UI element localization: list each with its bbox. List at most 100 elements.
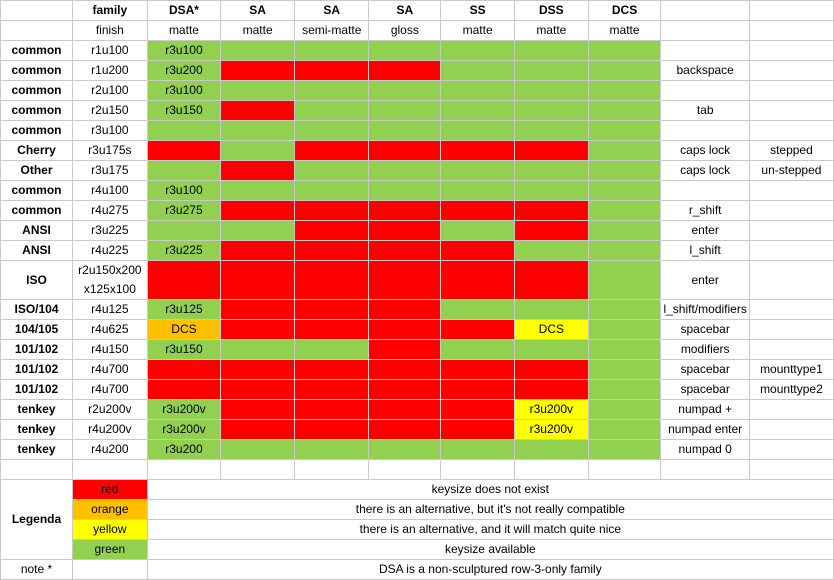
- footnote-text[interactable]: DSA is a non-sculptured row-3-only famil…: [146, 559, 834, 580]
- availability-cell[interactable]: [294, 399, 370, 420]
- legend-swatch[interactable]: yellow: [72, 519, 148, 540]
- availability-cell[interactable]: r3u100: [146, 40, 222, 61]
- note-cell[interactable]: [748, 240, 834, 261]
- legend-title[interactable]: Legenda: [0, 479, 74, 560]
- availability-cell[interactable]: [146, 260, 222, 300]
- availability-cell[interactable]: [294, 379, 370, 400]
- availability-cell[interactable]: DCS: [514, 319, 589, 340]
- availability-cell[interactable]: [587, 379, 662, 400]
- availability-cell[interactable]: [368, 240, 442, 261]
- header-cell[interactable]: DSS: [514, 0, 589, 21]
- note-cell[interactable]: tab: [660, 100, 750, 121]
- availability-cell[interactable]: [440, 379, 516, 400]
- availability-cell[interactable]: [440, 60, 516, 81]
- availability-cell[interactable]: [220, 40, 296, 61]
- availability-cell[interactable]: [146, 379, 222, 400]
- empty-cell[interactable]: [146, 459, 222, 480]
- availability-cell[interactable]: [514, 339, 589, 360]
- availability-cell[interactable]: [294, 299, 370, 320]
- empty-cell[interactable]: [220, 459, 296, 480]
- availability-cell[interactable]: [294, 359, 370, 380]
- note-cell[interactable]: mounttype2: [748, 379, 834, 400]
- availability-cell[interactable]: [440, 240, 516, 261]
- availability-cell[interactable]: r3u275: [146, 200, 222, 221]
- availability-cell[interactable]: [587, 419, 662, 440]
- availability-cell[interactable]: [587, 339, 662, 360]
- availability-cell[interactable]: [514, 40, 589, 61]
- note-cell[interactable]: [748, 220, 834, 241]
- header-cell[interactable]: [748, 0, 834, 21]
- availability-cell[interactable]: [220, 419, 296, 440]
- availability-cell[interactable]: [368, 40, 442, 61]
- availability-cell[interactable]: [514, 200, 589, 221]
- family-cell[interactable]: common: [0, 40, 74, 61]
- header-cell[interactable]: SA: [220, 0, 296, 21]
- header-cell[interactable]: [0, 0, 74, 21]
- empty-cell[interactable]: [72, 559, 148, 580]
- header-cell[interactable]: matte: [146, 20, 222, 41]
- availability-cell[interactable]: r3u200v: [514, 399, 589, 420]
- availability-cell[interactable]: [368, 419, 442, 440]
- availability-cell[interactable]: [440, 439, 516, 460]
- header-cell[interactable]: [660, 0, 750, 21]
- family-cell[interactable]: Cherry: [0, 140, 74, 161]
- availability-cell[interactable]: [368, 100, 442, 121]
- availability-cell[interactable]: [514, 100, 589, 121]
- keysize-cell[interactable]: r3u225: [72, 220, 148, 241]
- availability-cell[interactable]: [294, 319, 370, 340]
- availability-cell[interactable]: [294, 220, 370, 241]
- note-cell[interactable]: numpad 0: [660, 439, 750, 460]
- family-cell[interactable]: tenkey: [0, 399, 74, 420]
- legend-swatch[interactable]: orange: [72, 499, 148, 520]
- note-cell[interactable]: spacebar: [660, 359, 750, 380]
- availability-cell[interactable]: [587, 319, 662, 340]
- keysize-cell[interactable]: r4u625: [72, 319, 148, 340]
- note-cell[interactable]: [748, 180, 834, 201]
- header-cell[interactable]: matte: [440, 20, 516, 41]
- availability-cell[interactable]: [220, 160, 296, 181]
- availability-cell[interactable]: [514, 240, 589, 261]
- empty-cell[interactable]: [660, 459, 750, 480]
- keysize-cell[interactable]: r4u225: [72, 240, 148, 261]
- note-cell[interactable]: [660, 40, 750, 61]
- family-cell[interactable]: tenkey: [0, 439, 74, 460]
- availability-cell[interactable]: [587, 220, 662, 241]
- family-cell[interactable]: 101/102: [0, 379, 74, 400]
- availability-cell[interactable]: [294, 240, 370, 261]
- availability-cell[interactable]: [514, 260, 589, 300]
- note-cell[interactable]: [748, 60, 834, 81]
- note-cell[interactable]: [748, 399, 834, 420]
- availability-cell[interactable]: [368, 120, 442, 141]
- legend-swatch[interactable]: red: [72, 479, 148, 500]
- availability-cell[interactable]: [587, 160, 662, 181]
- availability-cell[interactable]: [294, 120, 370, 141]
- availability-cell[interactable]: [514, 120, 589, 141]
- availability-cell[interactable]: r3u100: [146, 80, 222, 101]
- availability-cell[interactable]: r3u150: [146, 100, 222, 121]
- availability-cell[interactable]: [294, 100, 370, 121]
- note-cell[interactable]: spacebar: [660, 379, 750, 400]
- availability-cell[interactable]: r3u200: [146, 60, 222, 81]
- note-cell[interactable]: caps lock: [660, 160, 750, 181]
- note-cell[interactable]: [748, 339, 834, 360]
- availability-cell[interactable]: [146, 220, 222, 241]
- empty-cell[interactable]: [72, 459, 148, 480]
- note-cell[interactable]: [748, 319, 834, 340]
- note-cell[interactable]: [748, 80, 834, 101]
- availability-cell[interactable]: [587, 240, 662, 261]
- availability-cell[interactable]: [220, 140, 296, 161]
- availability-cell[interactable]: [220, 60, 296, 81]
- availability-cell[interactable]: r3u200: [146, 439, 222, 460]
- family-cell[interactable]: tenkey: [0, 419, 74, 440]
- availability-cell[interactable]: r3u150: [146, 339, 222, 360]
- availability-cell[interactable]: [146, 120, 222, 141]
- family-cell[interactable]: common: [0, 60, 74, 81]
- header-cell[interactable]: semi-matte: [294, 20, 370, 41]
- availability-cell[interactable]: [220, 240, 296, 261]
- availability-cell[interactable]: [514, 439, 589, 460]
- availability-cell[interactable]: [220, 319, 296, 340]
- availability-cell[interactable]: [220, 220, 296, 241]
- keysize-cell[interactable]: r4u275: [72, 200, 148, 221]
- availability-cell[interactable]: [587, 80, 662, 101]
- family-cell[interactable]: ANSI: [0, 220, 74, 241]
